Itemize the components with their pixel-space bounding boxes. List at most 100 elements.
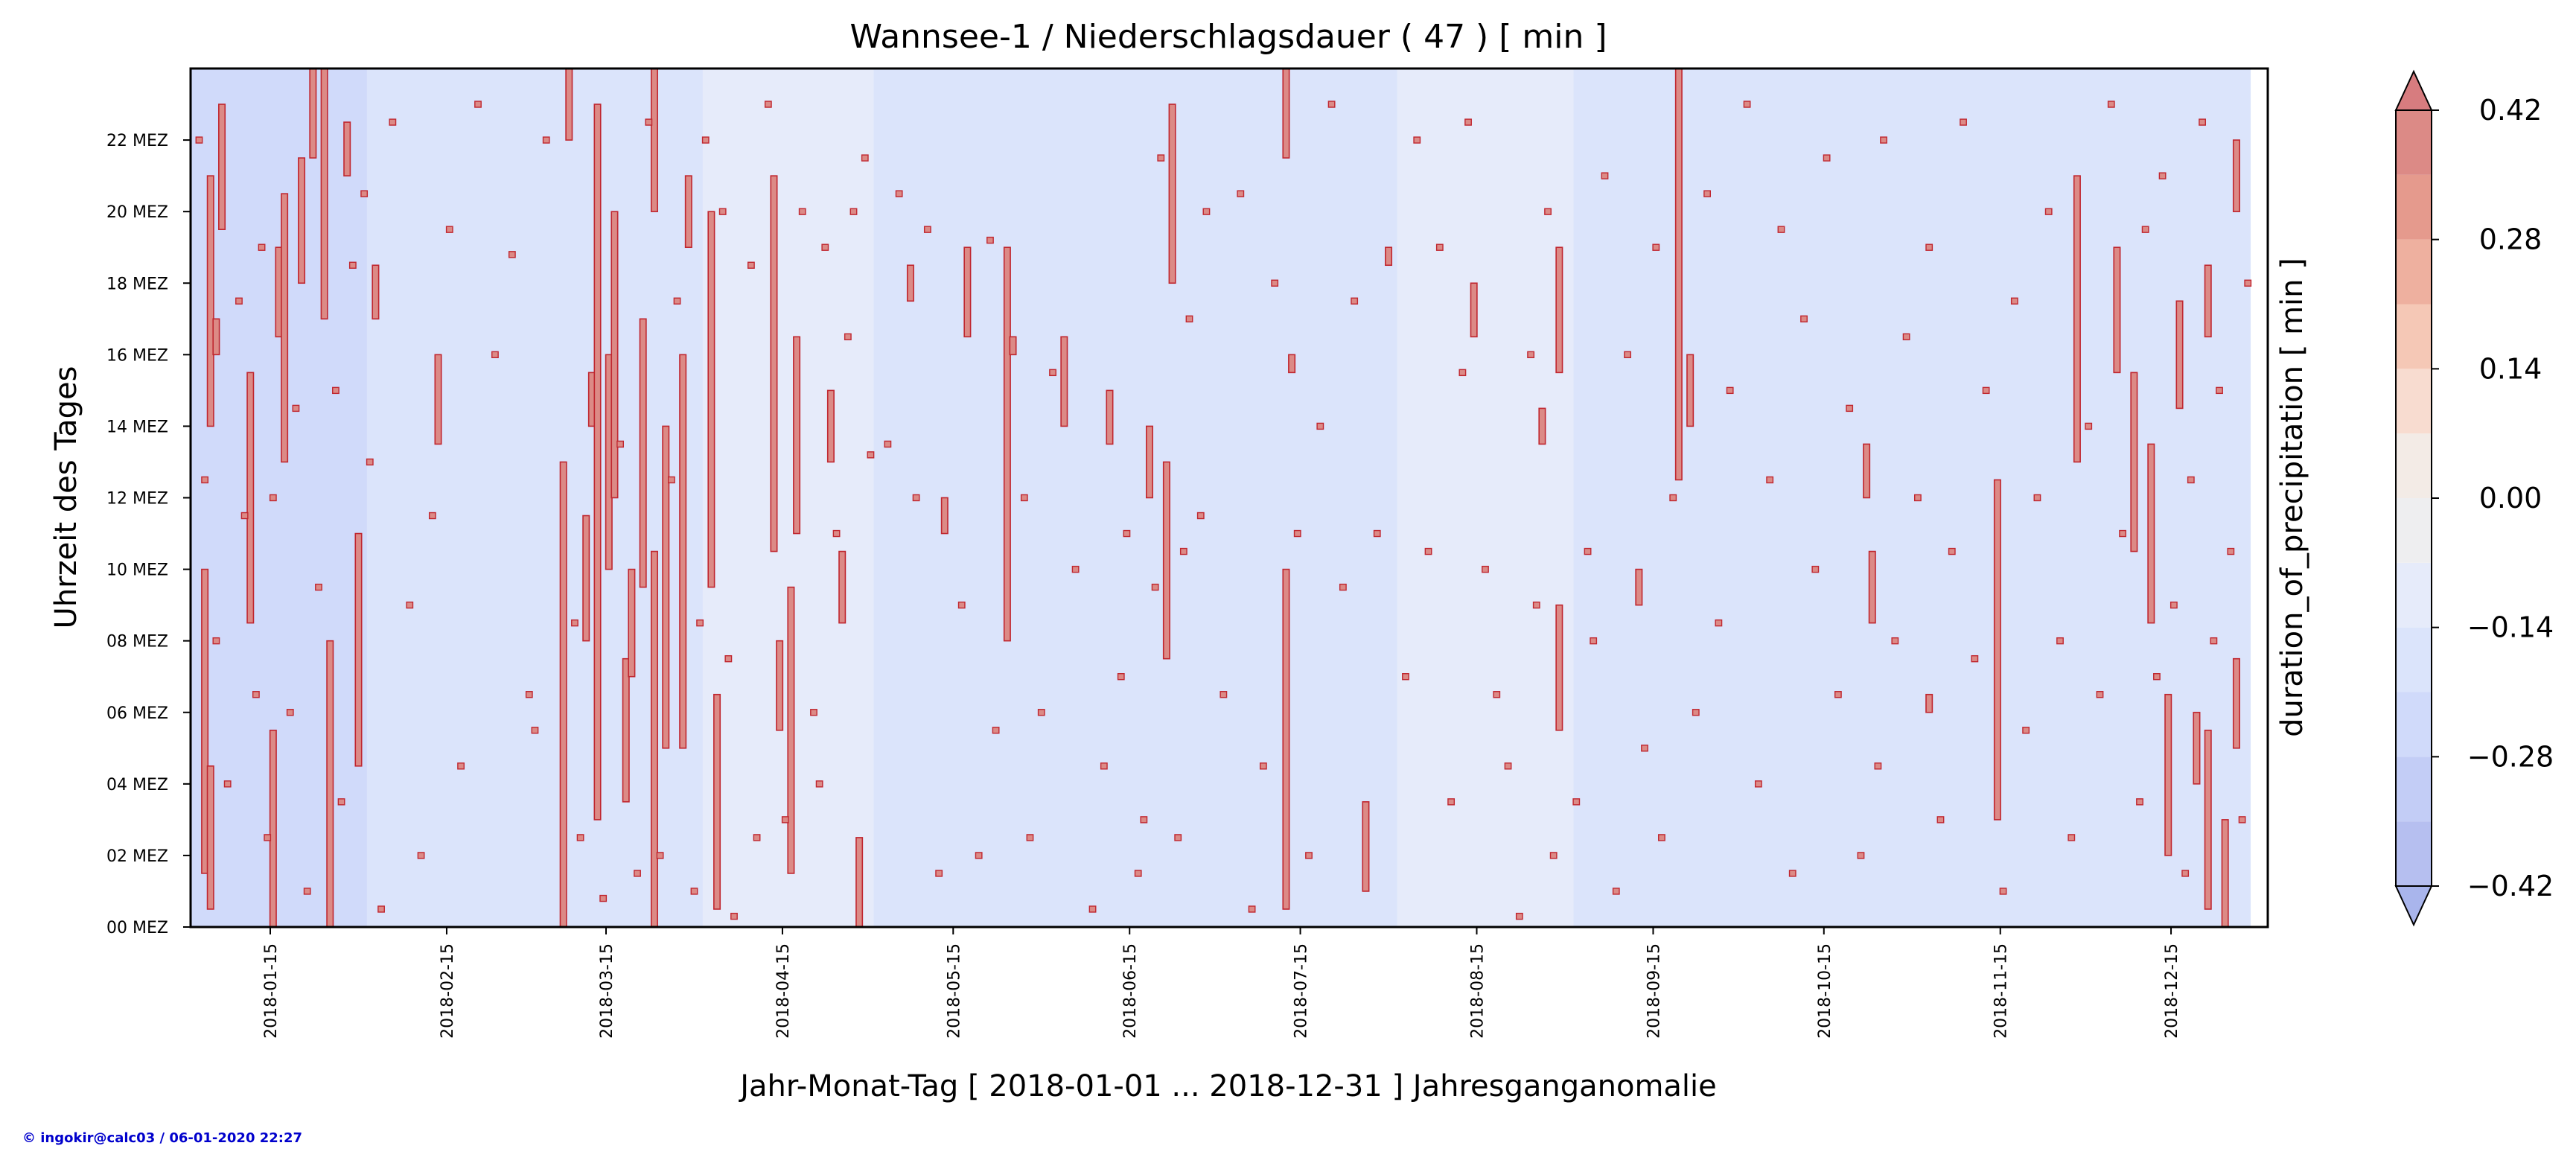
precip-spot (1140, 816, 1148, 824)
precip-spot (201, 476, 209, 484)
precip-spot (1572, 798, 1581, 806)
colorbar-tick-label: 0.14 (2479, 352, 2542, 385)
precip-spot (212, 637, 220, 645)
precip-spot (986, 236, 994, 244)
precip-spot (1936, 816, 1945, 824)
precip-spot (673, 297, 681, 305)
colorbar-tick-label: −0.42 (2467, 870, 2554, 902)
precip-spot (1088, 905, 1097, 913)
precip-spot (1612, 888, 1620, 895)
precip-spot (2119, 529, 2126, 538)
precip-spot (1026, 834, 1034, 841)
precip-segment (201, 568, 209, 874)
x-tick-label: 2018-06-15 (1121, 943, 1140, 1039)
y-tick-label: 18 MEZ (106, 275, 168, 293)
precip-spot (1305, 852, 1313, 859)
precip-segment (662, 425, 670, 749)
precip-spot (1179, 547, 1187, 555)
precip-spot (1982, 386, 1990, 395)
precip-segment (1282, 568, 1290, 910)
x-axis-label: Jahr-Monat-Tag [ 2018-01-01 ... 2018-12-… (738, 1069, 1717, 1103)
precip-segment (1168, 103, 1176, 284)
background-band (1397, 69, 1574, 927)
precip-segment (2130, 372, 2138, 552)
precip-segment (906, 264, 914, 302)
precip-segment (679, 354, 687, 749)
precip-spot (1857, 852, 1865, 859)
precip-spot (258, 243, 266, 251)
precip-spot (1913, 494, 1922, 502)
precip-spot (445, 226, 453, 233)
precip-segment (1635, 568, 1643, 606)
precip-spot (1373, 529, 1381, 538)
precip-spot (912, 494, 920, 502)
precip-segment (1003, 246, 1011, 642)
precip-segment (855, 837, 864, 928)
precip-spot (1220, 691, 1228, 698)
precip-segment (298, 157, 306, 284)
precip-spot (1703, 190, 1711, 197)
precip-spot (867, 451, 875, 459)
colorbar-tick-label: 0.00 (2479, 482, 2542, 515)
precip-spot (2010, 297, 2018, 305)
credit-footer: © ingokir@calc03 / 06-01-2020 22:27 (22, 1130, 302, 1146)
precip-spot (1874, 762, 1882, 770)
precip-spot (417, 852, 425, 859)
precip-spot (1754, 780, 1762, 788)
precip-spot (1846, 404, 1854, 413)
precip-spot (2187, 476, 2195, 484)
colorbar-level (2396, 369, 2432, 434)
colorbar-tick-label: −0.14 (2467, 611, 2554, 644)
background-band (191, 69, 367, 927)
background-band (873, 69, 1397, 927)
precip-segment (218, 103, 226, 230)
precip-segment (281, 193, 289, 463)
precip-spot (781, 816, 789, 824)
precip-segment (2175, 300, 2184, 410)
precip-spot (1823, 154, 1831, 162)
precip-segment (1868, 550, 1876, 624)
precip-spot (406, 601, 414, 609)
precip-spot (696, 619, 704, 627)
precip-spot (1351, 297, 1359, 305)
colorbar-level (2396, 433, 2432, 498)
precip-spot (1185, 315, 1193, 322)
precip-segment (1162, 461, 1170, 660)
precip-spot (576, 834, 584, 841)
y-tick-label: 02 MEZ (106, 847, 168, 866)
precip-segment (2232, 139, 2240, 212)
precip-spot (1196, 512, 1205, 520)
precip-segment (1009, 336, 1017, 356)
precip-segment (2113, 246, 2121, 374)
precip-spot (730, 912, 738, 920)
precip-spot (1157, 154, 1165, 162)
precip-spot (844, 333, 852, 341)
precip-segment (434, 354, 442, 445)
x-tick-label: 2018-05-15 (945, 943, 963, 1039)
plot-area (189, 67, 2269, 928)
precip-spot (1948, 547, 1956, 555)
precip-spot (975, 852, 983, 859)
precip-segment (1106, 389, 1114, 445)
precip-spot (668, 476, 675, 484)
precip-spot (508, 251, 516, 258)
precip-spot (764, 101, 772, 108)
background-band (1573, 69, 2251, 927)
precip-spot (2044, 208, 2053, 215)
precip-spot (1020, 494, 1028, 502)
precip-spot (292, 404, 300, 413)
precip-spot (1743, 101, 1751, 108)
precip-spot (1715, 619, 1723, 627)
precip-spot (1692, 709, 1700, 716)
precip-spot (2107, 101, 2115, 108)
precip-spot (264, 834, 272, 841)
x-tick-label: 2018-08-15 (1469, 943, 1488, 1039)
precip-segment (838, 550, 847, 624)
precip-spot (821, 243, 829, 251)
precip-spot (1271, 279, 1279, 287)
x-tick-label: 2018-03-15 (598, 943, 616, 1039)
x-tick-label: 2018-12-15 (2163, 943, 2181, 1039)
precip-segment (354, 532, 363, 767)
colorbar-level (2396, 627, 2432, 692)
precip-spot (303, 888, 311, 895)
